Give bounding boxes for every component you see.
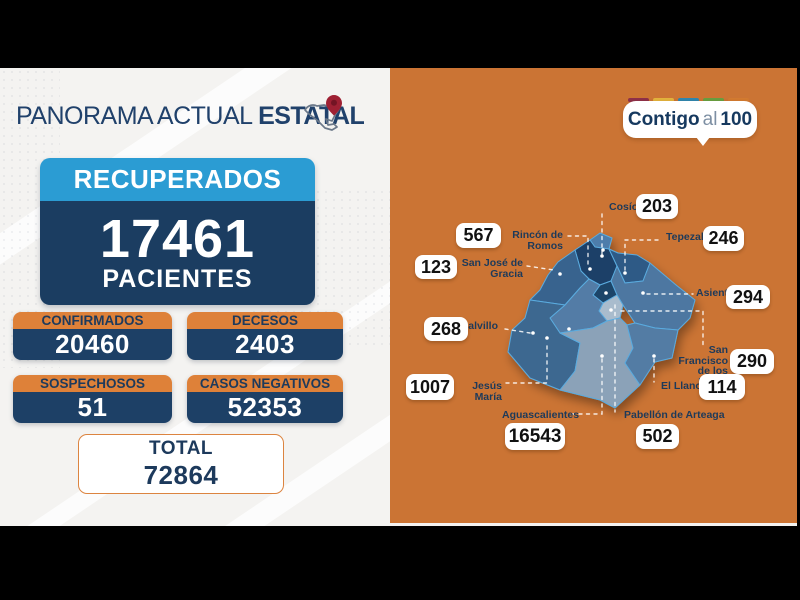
stat-value: 2403 [187,329,343,360]
aguascalientes-map [504,213,704,415]
map-label-pabellon-de-arteaga: Pabellón de Arteaga [624,409,725,421]
map-label-el-llano: El Llano [661,380,702,392]
map-badge-san-jose-de-gracia: 123 [415,255,457,279]
recovered-card: RECUPERADOS 17461 PACIENTES [40,158,315,305]
map-badge-el-llano: 114 [699,374,745,400]
logo-color-bars [628,98,752,102]
map-label-cosio: Cosío [609,201,639,213]
total-value: 72864 [143,459,219,490]
logo-word-100: 100 [720,108,753,130]
map-badge-pabellon-de-arteaga: 502 [636,424,679,449]
stats-grid: CONFIRMADOS 20460 DECESOS 2403 SOSPECHOS… [13,312,343,423]
map-connectors [504,213,704,415]
map-badge-cosio: 203 [636,194,678,219]
recovered-card-header: RECUPERADOS [40,158,315,201]
stat-label: CASOS NEGATIVOS [187,375,343,392]
map-label-calvillo: Calvillo [460,320,498,332]
logo-word-al: al [702,108,718,130]
map-badge-san-francisco-de-los-romo: 290 [730,349,774,374]
map-badge-jesus-maria: 1007 [406,374,454,400]
map-label-rincon-de-romos: Rincón de Romos [512,229,563,252]
stat-label: DECESOS [187,312,343,329]
recovered-unit: PACIENTES [102,264,253,293]
logo-word-contigo: Contigo [627,108,700,130]
letterbox-bottom [0,526,800,600]
state-map-panel: Contigo al 100 Cosío 203 Rincón de Romos 5… [390,68,797,523]
stat-card-decesos: DECESOS 2403 [187,312,343,360]
logo-speech-tail [696,137,710,146]
stat-card-confirmados: CONFIRMADOS 20460 [13,312,172,360]
recovered-card-body: 17461 PACIENTES [40,201,315,305]
map-badge-aguascalientes: 16543 [505,423,565,450]
stat-card-sospechosos: SOSPECHOSOS 51 [13,375,172,423]
stat-label: CONFIRMADOS [13,312,172,329]
map-badge-calvillo: 268 [424,317,468,341]
municipality-shape-el-llano [624,322,679,386]
map-label-asientos: Asientos [696,287,741,299]
page-title: PANORAMA ACTUAL ESTATAL [16,102,376,131]
total-label: TOTAL [148,437,214,459]
map-badge-asientos: 294 [726,285,770,309]
map-label-aguascalientes: Aguascalientes [502,409,580,421]
stat-value: 20460 [13,329,172,360]
map-label-jesus-maria: Jesús María [472,380,502,403]
total-card: TOTAL 72864 [78,434,284,494]
map-badge-rincon-de-romos: 567 [456,223,501,248]
recovered-value: 17461 [99,208,256,269]
map-dots [531,248,656,358]
stat-card-casos-negativos: CASOS NEGATIVOS 52353 [187,375,343,423]
map-label-san-jose-de-gracia: San José de Gracia [461,257,523,280]
stat-value: 52353 [187,392,343,423]
letterbox-top [0,0,800,68]
map-label-tepezala: Tepezalá [666,231,710,243]
map-badge-tepezala: 246 [703,226,744,251]
stat-value: 51 [13,392,172,423]
infographic-canvas: PANORAMA ACTUAL ESTATAL RECUPERADOS 1746… [0,68,797,526]
contigo-al-100-logo: Contigo al 100 [623,101,757,138]
mexico-location-pin-icon [304,95,342,131]
page-title-normal: PANORAMA ACTUAL [16,102,252,130]
stat-label: SOSPECHOSOS [13,375,172,392]
